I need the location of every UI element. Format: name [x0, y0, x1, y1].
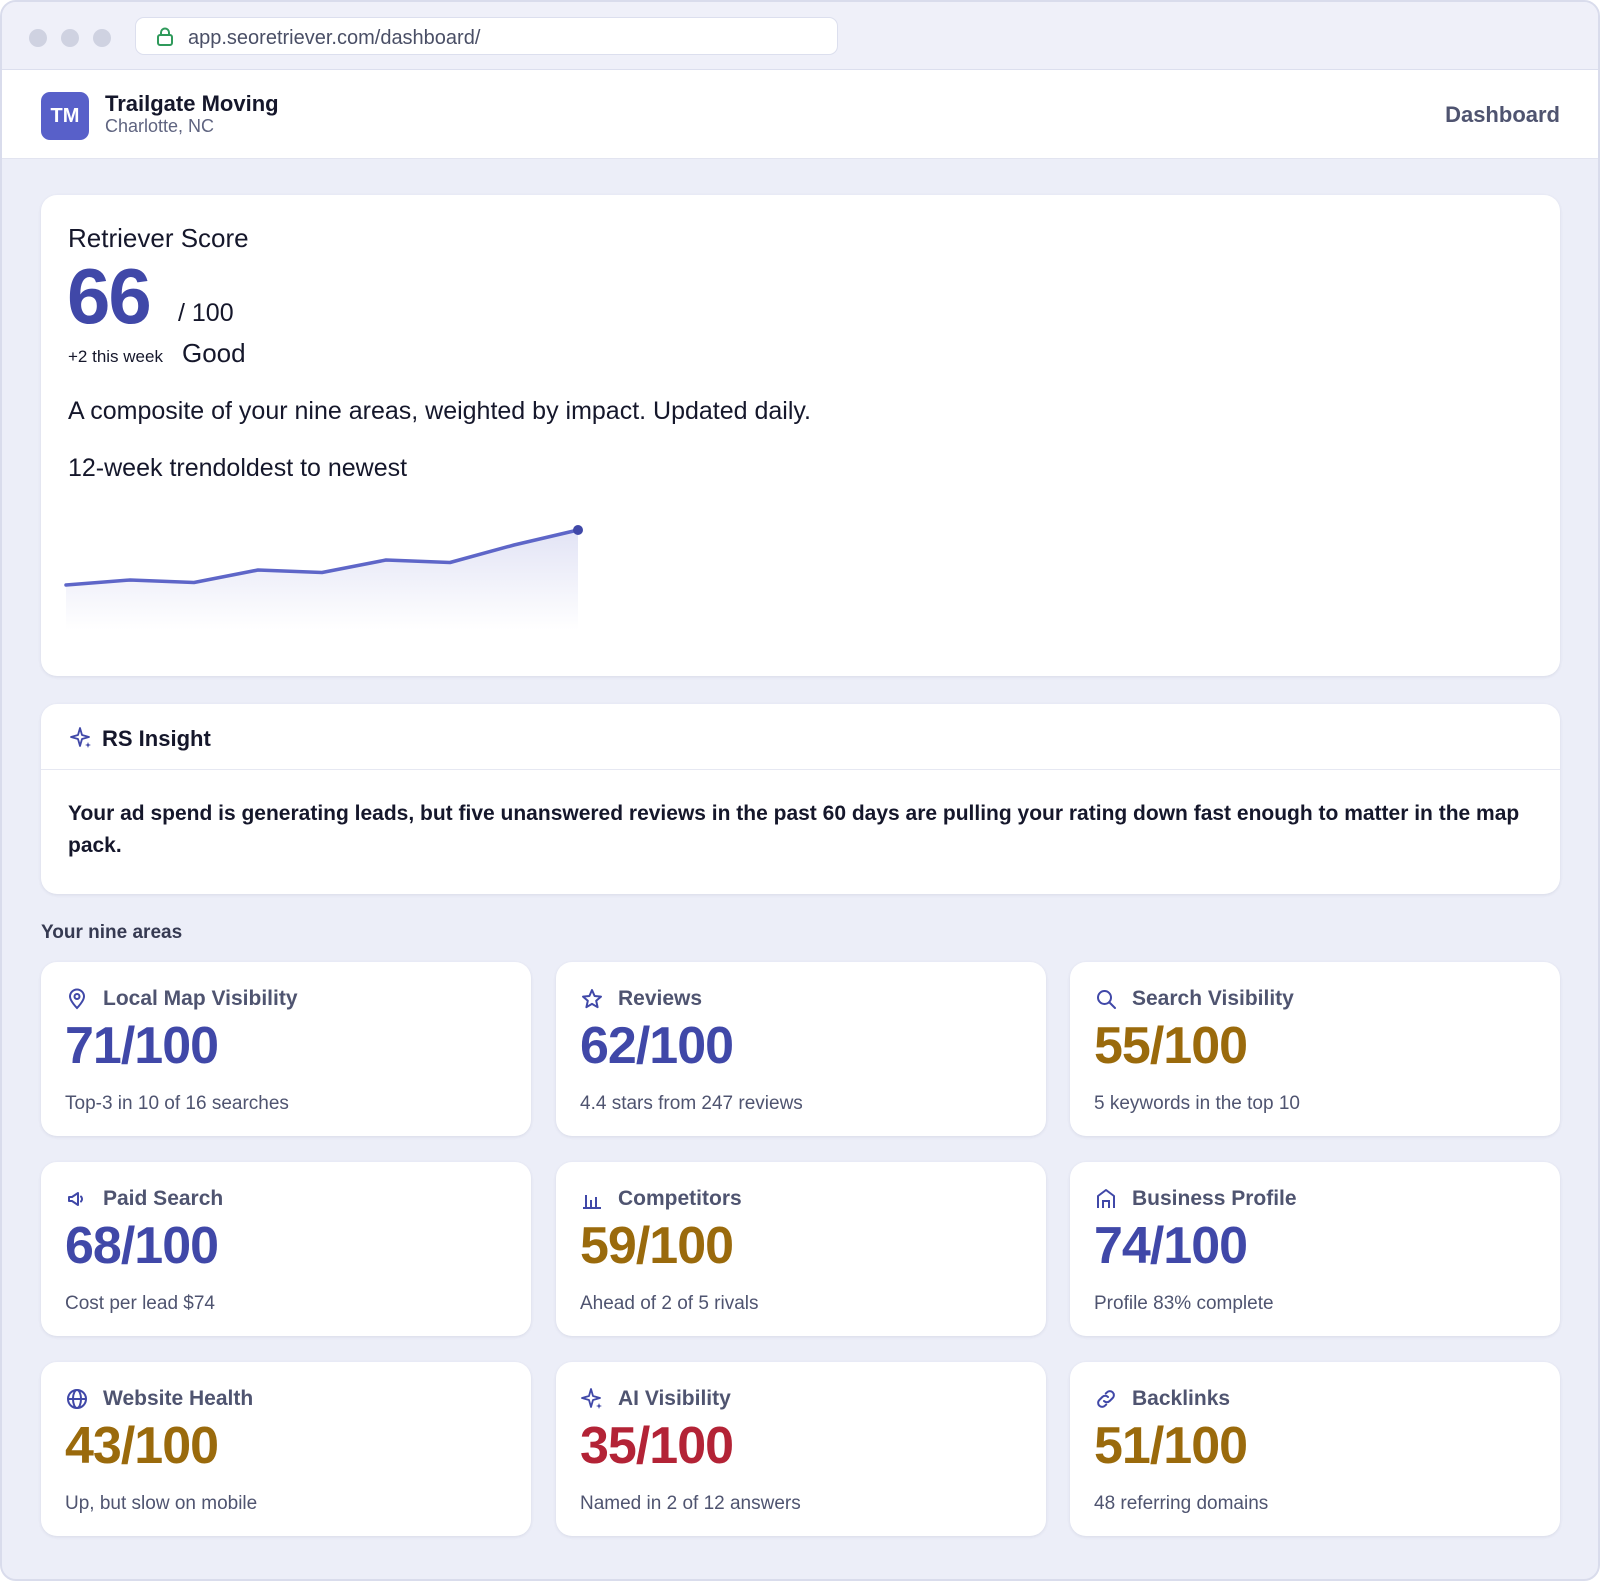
- area-card-competitors[interactable]: Competitors 59/100 Ahead of 2 of 5 rival…: [556, 1162, 1046, 1336]
- score-label: Retriever Score: [68, 223, 249, 253]
- area-detail: Profile 83% complete: [1094, 1293, 1274, 1314]
- area-score: 59/100: [580, 1217, 734, 1275]
- area-score: 43/100: [65, 1417, 219, 1475]
- insight-card: RS Insight Your ad spend is generating l…: [41, 704, 1560, 894]
- insight-body: Your ad spend is generating leads, but f…: [68, 802, 1520, 857]
- area-score: 51/100: [1094, 1417, 1248, 1475]
- browser-chrome: app.seoretriever.com/dashboard/: [2, 2, 1598, 70]
- area-card-business-profile[interactable]: Business Profile 74/100 Profile 83% comp…: [1070, 1162, 1560, 1336]
- storefront-icon: [1097, 1189, 1115, 1208]
- score-delta: +2 this week: [68, 347, 163, 366]
- sparkle-icon: [581, 1388, 602, 1409]
- area-detail: Top-3 in 10 of 16 searches: [65, 1093, 289, 1114]
- link-icon: [1097, 1390, 1115, 1408]
- business-avatar: TM: [41, 92, 89, 140]
- area-card-ai-visibility[interactable]: AI Visibility 35/100 Named in 2 of 12 an…: [556, 1362, 1046, 1536]
- area-detail: Up, but slow on mobile: [65, 1493, 258, 1514]
- area-name: Website Health: [103, 1387, 254, 1410]
- area-detail: 4.4 stars from 247 reviews: [580, 1093, 803, 1114]
- area-detail: Named in 2 of 12 answers: [580, 1493, 801, 1514]
- area-card-reviews[interactable]: Reviews 62/100 4.4 stars from 247 review…: [556, 962, 1046, 1136]
- area-name: Local Map Visibility: [103, 987, 298, 1010]
- app-header: TM Trailgate Moving Charlotte, NC Dashbo…: [2, 70, 1598, 159]
- area-score: 71/100: [65, 1017, 219, 1075]
- trend-area: [66, 530, 578, 630]
- url-text: app.seoretriever.com/dashboard/: [188, 27, 481, 49]
- area-detail: 48 referring domains: [1094, 1493, 1269, 1514]
- nav-dashboard-link[interactable]: Dashboard: [1445, 102, 1560, 127]
- area-name: Business Profile: [1132, 1187, 1297, 1210]
- area-name: Reviews: [618, 987, 703, 1010]
- insight-header: RS Insight: [41, 704, 1560, 770]
- area-card-website-health[interactable]: Website Health 43/100 Up, but slow on mo…: [41, 1362, 531, 1536]
- lock-icon: [157, 27, 173, 46]
- sparkle-icon: [70, 727, 91, 748]
- score-max: / 100: [178, 299, 234, 327]
- areas-section-label: Your nine areas: [41, 922, 183, 943]
- address-bar[interactable]: app.seoretriever.com/dashboard/: [135, 17, 838, 55]
- area-score: 62/100: [580, 1017, 734, 1075]
- area-detail: Ahead of 2 of 5 rivals: [580, 1293, 759, 1314]
- business-location: Charlotte, NC: [105, 116, 215, 136]
- area-detail: 5 keywords in the top 10: [1094, 1093, 1300, 1114]
- area-score: 74/100: [1094, 1217, 1248, 1275]
- area-card-backlinks[interactable]: Backlinks 51/100 48 referring domains: [1070, 1362, 1560, 1536]
- trend-line: [64, 528, 580, 587]
- trend-end-dot: [573, 525, 583, 535]
- area-detail: Cost per lead $74: [65, 1293, 215, 1314]
- area-name: AI Visibility: [618, 1387, 731, 1410]
- area-name: Search Visibility: [1132, 987, 1294, 1010]
- business-name: Trailgate Moving: [105, 91, 279, 116]
- window-maximize-dot[interactable]: [93, 29, 111, 47]
- bar-chart-icon: [583, 1195, 601, 1209]
- window-minimize-dot[interactable]: [61, 29, 79, 47]
- area-name: Backlinks: [1132, 1387, 1231, 1410]
- area-score: 55/100: [1094, 1017, 1248, 1075]
- area-card-local-map-visibility[interactable]: Local Map Visibility 71/100 Top-3 in 10 …: [41, 962, 531, 1136]
- map-pin-icon: [68, 988, 86, 1010]
- score-description: A composite of your nine areas, weighted…: [68, 397, 812, 425]
- area-card-paid-search[interactable]: Paid Search 68/100 Cost per lead $74: [41, 1162, 531, 1336]
- insight-title: RS Insight: [102, 726, 211, 751]
- star-icon: [582, 989, 602, 1009]
- area-card-search-visibility[interactable]: Search Visibility 55/100 5 keywords in t…: [1070, 962, 1560, 1136]
- window-close-dot[interactable]: [29, 29, 47, 47]
- trend-title: 12-week trendoldest to newest: [68, 454, 408, 482]
- area-score: 68/100: [65, 1217, 219, 1275]
- score-value: 66: [67, 252, 152, 340]
- search-icon: [1097, 990, 1116, 1009]
- globe-icon: [67, 1389, 87, 1409]
- megaphone-icon: [68, 1192, 84, 1206]
- retriever-score-card: Retriever Score 66 / 100 +2 this week Go…: [41, 195, 1560, 676]
- trend-sparkline: [64, 525, 583, 630]
- area-name: Competitors: [618, 1187, 742, 1210]
- area-name: Paid Search: [103, 1187, 224, 1210]
- area-score: 35/100: [580, 1417, 734, 1475]
- score-rating: Good: [182, 338, 246, 368]
